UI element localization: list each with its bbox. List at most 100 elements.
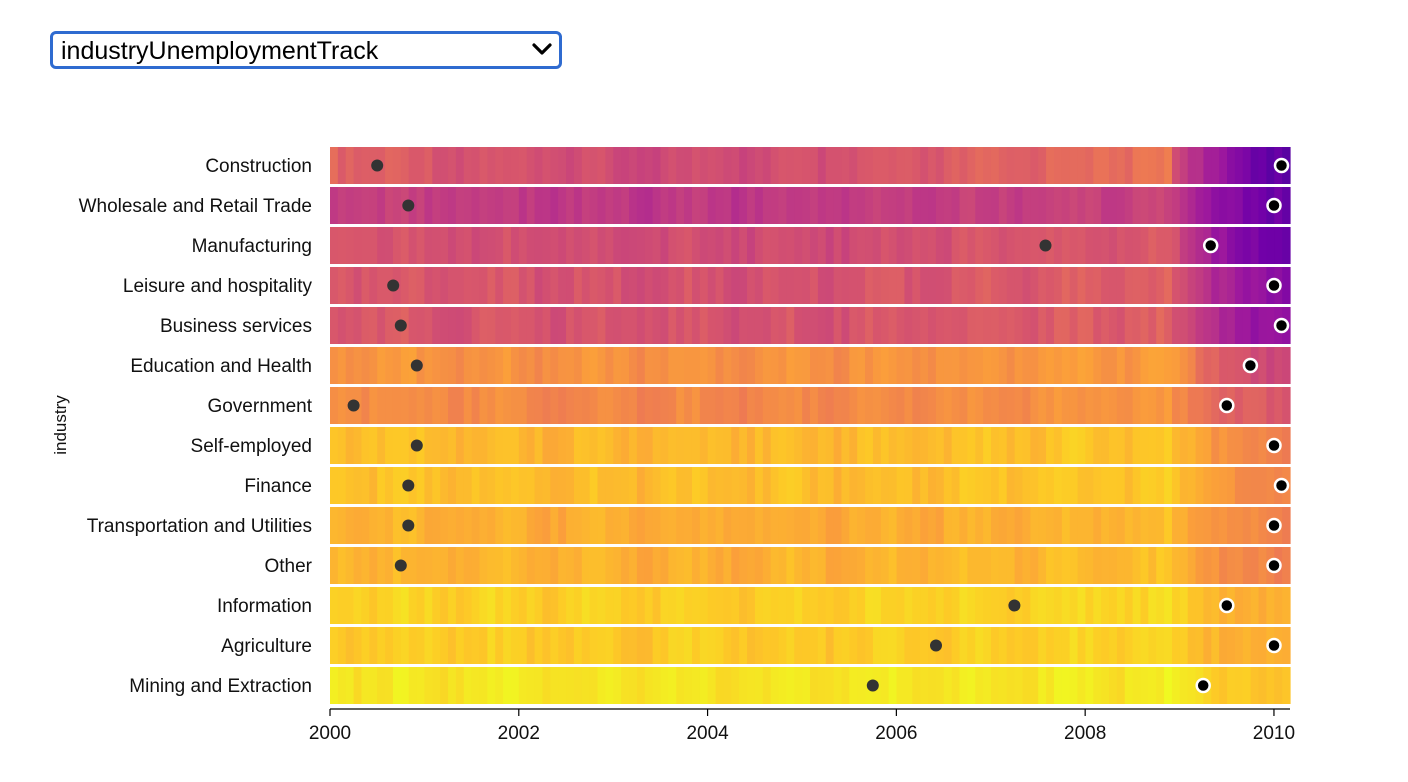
- heatmap-cell: [471, 347, 481, 384]
- heatmap-cell: [487, 587, 496, 624]
- heatmap-cell: [825, 227, 835, 264]
- row-label: Construction: [205, 156, 312, 177]
- heatmap-cell: [990, 467, 1000, 504]
- heatmap-cell: [865, 467, 874, 504]
- heatmap-cell: [1203, 427, 1212, 464]
- heatmap-cell: [463, 507, 473, 544]
- heatmap-cell: [865, 307, 874, 344]
- heatmap-cell: [589, 267, 599, 304]
- heatmap-cell: [573, 147, 583, 184]
- heatmap-cell: [833, 347, 843, 384]
- heatmap-cell: [1187, 587, 1197, 624]
- heatmap-cell: [778, 307, 787, 344]
- heatmap-cell: [589, 667, 599, 704]
- heatmap-cell: [833, 147, 843, 184]
- heatmap-cell: [707, 587, 717, 624]
- heatmap-cell: [739, 427, 748, 464]
- heatmap-cell: [691, 187, 701, 224]
- heatmap-cell: [471, 587, 481, 624]
- heatmap-cell: [652, 587, 662, 624]
- heatmap-cell: [841, 267, 850, 304]
- heatmap-cell: [715, 387, 725, 424]
- heatmap-cell: [707, 307, 717, 344]
- heatmap-cell: [1242, 307, 1252, 344]
- heatmap-cell: [904, 387, 913, 424]
- heatmap-cell: [1069, 427, 1079, 464]
- x-tick-label: 2008: [1064, 723, 1106, 744]
- heatmap-cell: [1093, 587, 1102, 624]
- heatmap-cell: [558, 147, 567, 184]
- heatmap-cell: [369, 667, 378, 704]
- heatmap-cell: [448, 587, 457, 624]
- heatmap-cell: [872, 147, 882, 184]
- heatmap-cell: [1211, 587, 1220, 624]
- heatmap-cell: [699, 467, 709, 504]
- heatmap-cell: [361, 627, 370, 664]
- heatmap-cell: [385, 427, 394, 464]
- heatmap-cell: [369, 427, 378, 464]
- heatmap-cell: [825, 627, 835, 664]
- heatmap-cell: [518, 347, 528, 384]
- heatmap-cell: [998, 387, 1008, 424]
- heatmap-cell: [967, 387, 976, 424]
- heatmap-cell: [455, 307, 465, 344]
- heatmap-cell: [1187, 547, 1197, 584]
- heatmap-cell: [550, 587, 559, 624]
- x-tick-label: 2010: [1253, 723, 1295, 744]
- heatmap-cell: [392, 507, 402, 544]
- heatmap-cell: [1006, 307, 1016, 344]
- heatmap-cell: [644, 507, 654, 544]
- heatmap-cell: [1030, 227, 1039, 264]
- dataset-select[interactable]: industryUnemploymentTrack: [50, 31, 562, 69]
- heatmap-cell: [747, 387, 756, 424]
- heatmap-cell: [345, 147, 355, 184]
- heatmap-cell: [1085, 507, 1094, 544]
- heatmap-cell: [1069, 227, 1079, 264]
- heatmap-cell: [1069, 347, 1079, 384]
- heatmap-cell: [644, 387, 654, 424]
- heatmap-cell: [1101, 667, 1110, 704]
- heatmap-cell: [487, 667, 496, 704]
- heatmap-cell: [841, 307, 850, 344]
- heatmap-cell: [652, 547, 662, 584]
- heatmap-cell: [802, 227, 811, 264]
- heatmap-cell: [424, 507, 433, 544]
- heatmap-cell: [904, 467, 913, 504]
- heatmap-cell: [566, 187, 575, 224]
- heatmap-cell: [786, 467, 795, 504]
- heatmap-cell: [1109, 427, 1118, 464]
- heatmap-cell: [1164, 587, 1173, 624]
- heatmap-cell: [455, 187, 465, 224]
- heatmap-cell: [857, 147, 866, 184]
- heatmap-cell: [613, 587, 622, 624]
- heatmap-cell: [778, 547, 787, 584]
- heatmap-cell: [589, 547, 599, 584]
- heatmap-cell: [613, 467, 622, 504]
- heatmap-cell: [951, 427, 961, 464]
- heatmap-cell: [676, 547, 685, 584]
- heatmap-cell: [471, 267, 481, 304]
- heatmap-cell: [353, 627, 363, 664]
- heatmap-cell: [479, 507, 488, 544]
- heatmap-cell: [1046, 667, 1055, 704]
- heatmap-cell: [676, 347, 685, 384]
- heatmap-cell: [1164, 627, 1173, 664]
- heatmap-cell: [684, 667, 693, 704]
- heatmap-cell: [833, 667, 843, 704]
- heatmap-cell: [448, 347, 457, 384]
- heatmap-cell: [1219, 307, 1228, 344]
- heatmap-cell: [975, 547, 984, 584]
- heatmap-cell: [1203, 467, 1212, 504]
- heatmap-cell: [1266, 347, 1275, 384]
- heatmap-cell: [440, 547, 449, 584]
- heatmap-cell: [353, 427, 363, 464]
- heatmap-cell: [762, 507, 772, 544]
- heatmap-cell: [1109, 187, 1118, 224]
- heatmap-cell: [983, 467, 992, 504]
- heatmap-cell: [786, 227, 795, 264]
- heatmap-cell: [951, 147, 961, 184]
- heatmap-cell: [1124, 627, 1134, 664]
- heatmap-cell: [1061, 667, 1071, 704]
- heatmap-cell: [920, 667, 929, 704]
- heatmap-cell: [463, 147, 473, 184]
